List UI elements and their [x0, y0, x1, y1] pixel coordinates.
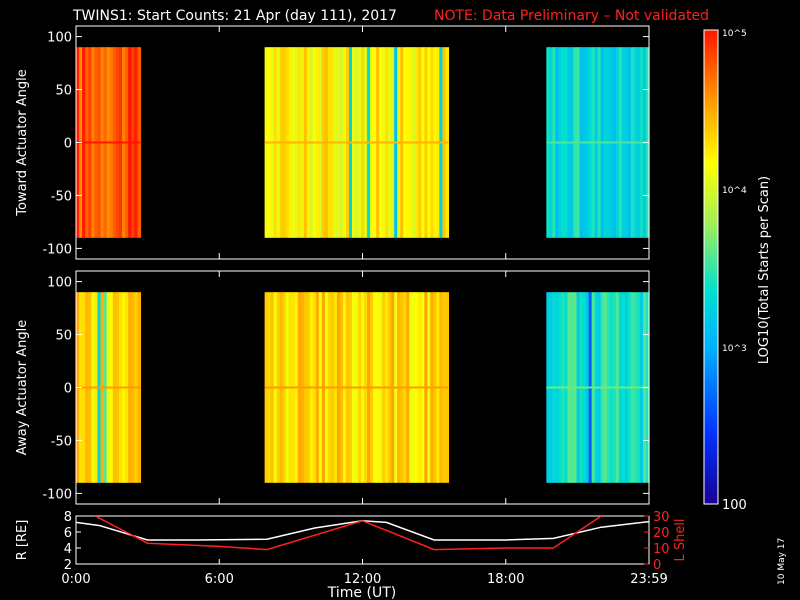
r-re-line [76, 520, 649, 541]
y-tick-label: 100 [47, 276, 72, 291]
left-tick-label: 4 [64, 542, 72, 557]
preliminary-note: NOTE: Data Preliminary – Not validated [434, 8, 709, 24]
colorbar-tick-1e3: 10^3 [722, 344, 747, 354]
y-tick-label: 50 [55, 84, 72, 99]
colorbar-tick-1e4: 10^4 [722, 186, 747, 196]
date-stamp: 10 May 17 [777, 538, 787, 585]
left-tick-label: 6 [64, 526, 72, 541]
left-tick-label: 8 [64, 510, 72, 525]
right-tick-label: 10 [653, 542, 670, 557]
away-actuator-angle-panel: -100 -50 0 50 100 Away Actuator Angle [15, 270, 650, 505]
y-axis-label: Away Actuator Angle [15, 320, 30, 455]
y-axis-label: Toward Actuator Angle [15, 69, 30, 216]
colorbar-label: LOG10(Total Starts per Scan) [757, 176, 772, 364]
colorbar-tick-100: 100 [722, 498, 747, 513]
x-tick-label: 12:00 [344, 572, 381, 587]
colorbar: 100 10^3 10^4 10^5 LOG10(Total Starts pe… [703, 29, 772, 513]
right-tick-label: 0 [653, 558, 661, 573]
x-axis-label: Time (UT) [327, 585, 396, 600]
y-tick-label: 100 [47, 31, 72, 46]
x-tick-label: 18:00 [487, 572, 524, 587]
right-tick-label: 20 [653, 526, 670, 541]
left-tick-label: 2 [64, 558, 72, 573]
r-axis-label: R [RE] [15, 520, 30, 561]
y-tick-label: 0 [64, 382, 72, 397]
y-tick-label: 0 [64, 137, 72, 152]
chart-title: TWINS1: Start Counts: 21 Apr (day 111), … [72, 8, 397, 24]
toward-actuator-angle-panel: -100 -50 0 50 100 Toward Actuator Angle [15, 25, 650, 260]
x-tick-label: 6:00 [205, 572, 234, 587]
x-tick-label: 23:59 [630, 572, 667, 587]
colorbar-frame [703, 29, 719, 505]
l-shell-line [94, 516, 602, 551]
l-shell-axis-label: L Shell [673, 518, 688, 561]
colorbar-tick-1e5: 10^5 [722, 29, 747, 39]
x-tick-label: 0:00 [61, 572, 90, 587]
right-tick-label: 30 [653, 510, 670, 525]
y-tick-label: -50 [51, 189, 72, 204]
y-tick-label: -100 [42, 242, 72, 257]
y-tick-label: 50 [55, 329, 72, 344]
y-tick-label: -50 [51, 434, 72, 449]
y-tick-label: -100 [42, 487, 72, 502]
